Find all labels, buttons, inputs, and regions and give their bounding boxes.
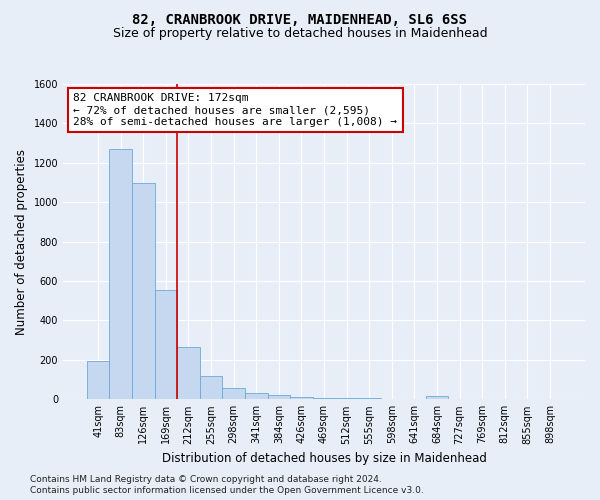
Text: 82 CRANBROOK DRIVE: 172sqm
← 72% of detached houses are smaller (2,595)
28% of s: 82 CRANBROOK DRIVE: 172sqm ← 72% of deta… [73, 94, 397, 126]
Bar [358, 398, 380, 400]
Bar [313, 398, 335, 400]
Bar [109, 149, 132, 400]
Bar [245, 394, 268, 400]
Bar [426, 396, 448, 400]
Bar [132, 182, 155, 400]
Bar [87, 361, 109, 400]
Text: Contains public sector information licensed under the Open Government Licence v3: Contains public sector information licen… [30, 486, 424, 495]
Y-axis label: Number of detached properties: Number of detached properties [15, 148, 28, 334]
X-axis label: Distribution of detached houses by size in Maidenhead: Distribution of detached houses by size … [161, 452, 487, 465]
Text: Size of property relative to detached houses in Maidenhead: Size of property relative to detached ho… [113, 28, 487, 40]
Bar [155, 290, 177, 400]
Bar [177, 347, 200, 400]
Bar [200, 376, 223, 400]
Text: 82, CRANBROOK DRIVE, MAIDENHEAD, SL6 6SS: 82, CRANBROOK DRIVE, MAIDENHEAD, SL6 6SS [133, 12, 467, 26]
Bar [290, 398, 313, 400]
Text: Contains HM Land Registry data © Crown copyright and database right 2024.: Contains HM Land Registry data © Crown c… [30, 475, 382, 484]
Bar [268, 396, 290, 400]
Bar [223, 388, 245, 400]
Bar [335, 398, 358, 400]
